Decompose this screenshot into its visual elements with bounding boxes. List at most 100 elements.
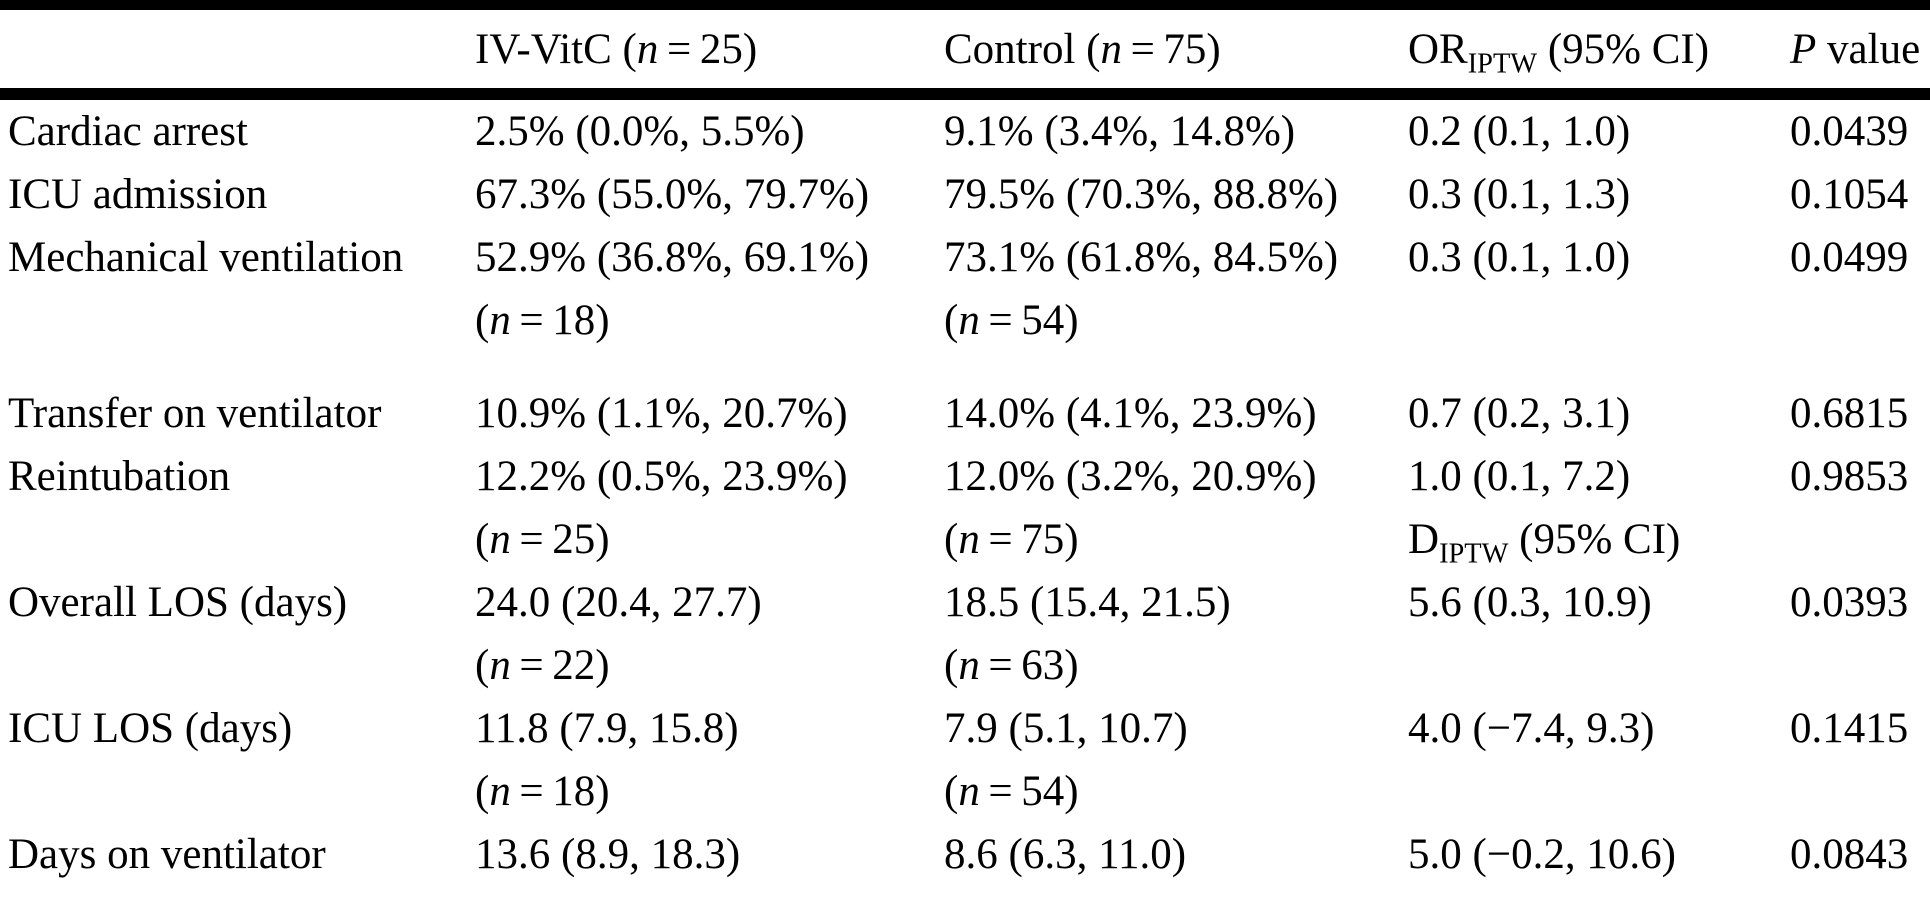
cell-ivvitc: 24.0 (20.4, 27.7) (n = 22): [475, 571, 944, 697]
cell-line: 24.0 (20.4, 27.7): [475, 579, 762, 626]
cell-line: 1.0 (0.1, 7.2): [1408, 453, 1631, 500]
cell-label: Transfer on ventilator: [0, 382, 475, 445]
cell-p: 0.6815: [1790, 382, 1930, 445]
cell-line: 10.9% (1.1%, 20.7%): [475, 390, 848, 437]
cell-control: 12.0% (3.2%, 20.9%) (n = 75): [944, 445, 1408, 571]
cell-control: 79.5% (70.3%, 88.8%): [944, 163, 1408, 226]
cell-line: 4.0 (−7.4, 9.3): [1408, 705, 1655, 752]
cell-line: 0.2 (0.1, 1.0): [1408, 108, 1631, 155]
cell-control: 7.9 (5.1, 10.7) (n = 54): [944, 697, 1408, 823]
cell-line: 18.5 (15.4, 21.5): [944, 579, 1231, 626]
cell-ivvitc: 67.3% (55.0%, 79.7%): [475, 163, 944, 226]
cell-or: 5.0 (−0.2, 10.6): [1408, 823, 1790, 886]
cell-line: 0.9853: [1790, 453, 1909, 500]
cell-control: 9.1% (3.4%, 14.8%): [944, 94, 1408, 163]
cell-line: 52.9% (36.8%, 69.1%): [475, 234, 870, 281]
cell-line: Overall LOS (days): [8, 579, 348, 626]
cell-line: ICU admission: [8, 171, 268, 218]
cell-p: 0.0499: [1790, 226, 1930, 382]
cell-line: (n = 54): [944, 297, 1079, 344]
cell-p: 0.1054: [1790, 163, 1930, 226]
cell-line: 67.3% (55.0%, 79.7%): [475, 171, 870, 218]
cell-line: (n = 25): [475, 516, 610, 563]
header-or-iptw: ORIPTW (95% CI): [1408, 0, 1790, 100]
cell-line: 0.0499: [1790, 234, 1909, 281]
header-ivvitc: IV-VitC (n = 25): [475, 0, 944, 100]
cell-control: 18.5 (15.4, 21.5) (n = 63): [944, 571, 1408, 697]
table-row: Days on ventilator 13.6 (8.9, 18.3) 8.6 (6…: [0, 823, 1930, 886]
header-row: IV-VitC (n = 25) Control (n = 75) ORIPTW…: [0, 0, 1930, 100]
cell-label: ICU LOS (days): [0, 697, 475, 823]
cell-line: 0.3 (0.1, 1.0): [1408, 234, 1631, 281]
cell-ivvitc: 2.5% (0.0%, 5.5%): [475, 94, 944, 163]
cell-line: 79.5% (70.3%, 88.8%): [944, 171, 1339, 218]
table-row: Transfer on ventilator 10.9% (1.1%, 20.7%…: [0, 382, 1930, 445]
cell-line: 73.1% (61.8%, 84.5%): [944, 234, 1339, 281]
cell-control: 8.6 (6.3, 11.0): [944, 823, 1408, 886]
cell-p: 0.0843: [1790, 823, 1930, 886]
table-body: Cardiac arrest 2.5% (0.0%, 5.5%) 9.1% (3.4…: [0, 94, 1930, 886]
cell-or: 1.0 (0.1, 7.2) DIPTW (95% CI): [1408, 445, 1790, 571]
cell-label: Cardiac arrest: [0, 94, 475, 163]
cell-line: DIPTW (95% CI): [1408, 516, 1681, 570]
cell-line: 12.0% (3.2%, 20.9%): [944, 453, 1317, 500]
header-control: Control (n = 75): [944, 0, 1408, 100]
cell-line: Days on ventilator: [8, 831, 326, 878]
cell-line: Mechanical ventilation: [8, 234, 404, 281]
cell-line: Transfer on ventilator: [8, 390, 382, 437]
table-row: Overall LOS (days) 24.0 (20.4, 27.7) (n = …: [0, 571, 1930, 697]
cell-line: 0.1054: [1790, 171, 1909, 218]
cell-p: 0.9853: [1790, 445, 1930, 571]
cell-p: 0.0393: [1790, 571, 1930, 697]
cell-line: Cardiac arrest: [8, 108, 248, 155]
cell-p: 0.0439: [1790, 94, 1930, 163]
cell-line: 11.8 (7.9, 15.8): [475, 705, 739, 752]
cell-line: 13.6 (8.9, 18.3): [475, 831, 741, 878]
cell-or: 0.7 (0.2, 3.1): [1408, 382, 1790, 445]
cell-line: ICU LOS (days): [8, 705, 293, 752]
cell-ivvitc: 13.6 (8.9, 18.3): [475, 823, 944, 886]
cell-label: Overall LOS (days): [0, 571, 475, 697]
cell-line: 8.6 (6.3, 11.0): [944, 831, 1187, 878]
cell-line: 2.5% (0.0%, 5.5%): [475, 108, 805, 155]
cell-line: 7.9 (5.1, 10.7): [944, 705, 1188, 752]
cell-or: 0.3 (0.1, 1.3): [1408, 163, 1790, 226]
cell-ivvitc: 10.9% (1.1%, 20.7%): [475, 382, 944, 445]
table-header: IV-VitC (n = 25) Control (n = 75) ORIPTW…: [0, 0, 1930, 100]
cell-control: 14.0% (4.1%, 23.9%): [944, 382, 1408, 445]
cell-label: Days on ventilator: [0, 823, 475, 886]
header-row-label: [0, 0, 475, 100]
cell-or: 0.2 (0.1, 1.0): [1408, 94, 1790, 163]
cell-line: (n = 63): [944, 642, 1079, 689]
cell-line: (n = 22): [475, 642, 610, 689]
cell-line: (n = 18): [475, 297, 610, 344]
table-row: ICU LOS (days) 11.8 (7.9, 15.8) (n = 18) 7.…: [0, 697, 1930, 823]
cell-line: 5.0 (−0.2, 10.6): [1408, 831, 1676, 878]
cell-line: 14.0% (4.1%, 23.9%): [944, 390, 1317, 437]
cell-line: 0.1415: [1790, 705, 1909, 752]
cell-ivvitc: 11.8 (7.9, 15.8) (n = 18): [475, 697, 944, 823]
cell-label: Reintubation: [0, 445, 475, 571]
cell-line: 9.1% (3.4%, 14.8%): [944, 108, 1296, 155]
cell-line: 5.6 (0.3, 10.9): [1408, 579, 1652, 626]
cell-ivvitc: 12.2% (0.5%, 23.9%) (n = 25): [475, 445, 944, 571]
cell-line: Reintubation: [8, 453, 231, 500]
cell-line: 0.0439: [1790, 108, 1909, 155]
cell-label: ICU admission: [0, 163, 475, 226]
cell-or: 5.6 (0.3, 10.9): [1408, 571, 1790, 697]
cell-line: (n = 75): [944, 516, 1079, 563]
cell-control: 73.1% (61.8%, 84.5%) (n = 54): [944, 226, 1408, 382]
table-row: Reintubation 12.2% (0.5%, 23.9%) (n = 25) 1…: [0, 445, 1930, 571]
cell-line: 0.0393: [1790, 579, 1909, 626]
cell-line: 0.0843: [1790, 831, 1909, 878]
cell-line: 0.3 (0.1, 1.3): [1408, 171, 1631, 218]
cell-or: 0.3 (0.1, 1.0): [1408, 226, 1790, 382]
cell-ivvitc: 52.9% (36.8%, 69.1%) (n = 18): [475, 226, 944, 382]
cell-line: (n = 54): [944, 768, 1079, 815]
cell-line: (n = 18): [475, 768, 610, 815]
cell-or: 4.0 (−7.4, 9.3): [1408, 697, 1790, 823]
table-row: Mechanical ventilation 52.9% (36.8%, 69.1…: [0, 226, 1930, 382]
header-p-value: P value: [1790, 0, 1930, 100]
